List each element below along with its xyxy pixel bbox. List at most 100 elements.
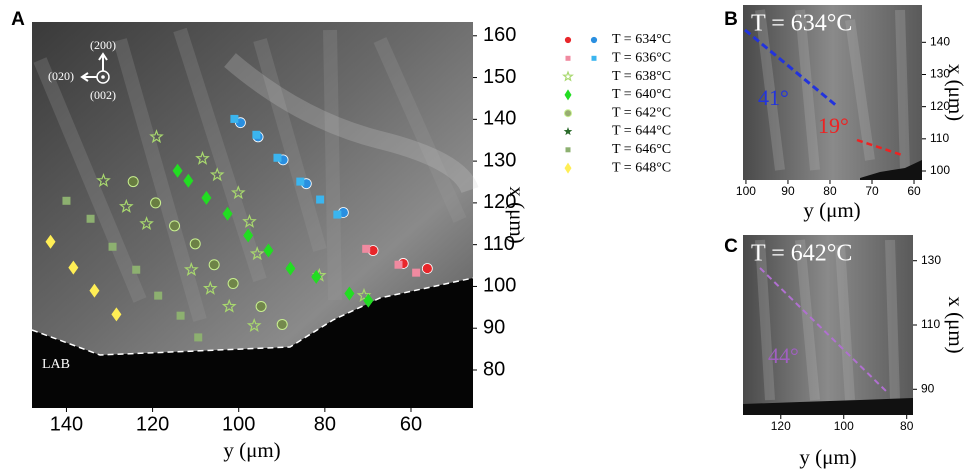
y-tick-label: 110 xyxy=(930,131,949,145)
panel-label: B xyxy=(724,9,738,30)
legend-label: T = 648°C xyxy=(612,160,671,175)
y-tick-label: 150 xyxy=(483,66,516,88)
x-axis-label: y (μm) xyxy=(223,438,280,462)
angle-label: 19° xyxy=(818,113,849,138)
point xyxy=(194,333,203,342)
x-tick-label: 60 xyxy=(907,184,921,198)
point xyxy=(316,195,325,204)
point xyxy=(311,269,322,284)
y-tick-label: 160 xyxy=(483,24,516,46)
x-tick-label: 100 xyxy=(834,419,854,433)
point xyxy=(242,214,257,228)
point xyxy=(45,234,56,249)
point xyxy=(296,177,305,186)
point xyxy=(221,298,237,313)
point xyxy=(86,214,95,223)
y-tick-label: 140 xyxy=(930,34,950,48)
point xyxy=(263,243,274,258)
panel-label: A xyxy=(11,9,25,30)
y-tick-label: 90 xyxy=(921,381,935,395)
point xyxy=(183,173,194,188)
point xyxy=(208,259,220,271)
y-tick-label: 130 xyxy=(921,253,941,267)
legend-label: T = 636°C xyxy=(612,51,671,66)
point xyxy=(189,238,201,250)
point xyxy=(172,163,183,178)
point xyxy=(139,216,154,230)
miller-index: (002) xyxy=(90,88,116,102)
legend-marker xyxy=(590,36,598,44)
legend-label: T = 638°C xyxy=(612,69,671,84)
legend-marker xyxy=(565,147,571,153)
point xyxy=(362,244,371,253)
point xyxy=(132,265,141,274)
point xyxy=(243,228,254,243)
point xyxy=(62,196,71,205)
point xyxy=(222,206,233,221)
legend-marker xyxy=(562,70,574,82)
x-tick-label: 120 xyxy=(771,419,791,433)
point xyxy=(195,150,210,165)
point xyxy=(344,286,355,301)
y-tick-label: 110 xyxy=(921,317,940,331)
y-tick-label: 100 xyxy=(930,163,950,177)
angle-label: 44° xyxy=(768,343,799,368)
point xyxy=(108,242,117,251)
legend-marker xyxy=(564,36,572,44)
y-tick-label: 130 xyxy=(930,67,950,81)
point xyxy=(111,307,122,322)
x-tick-label: 90 xyxy=(781,184,795,198)
point xyxy=(176,311,185,320)
y-tick-label: 130 xyxy=(483,149,516,171)
point xyxy=(285,261,296,276)
legend-marker xyxy=(564,109,572,118)
point xyxy=(273,153,282,162)
miller-index: (200) xyxy=(90,38,116,52)
point xyxy=(89,283,100,298)
y-tick-label: 110 xyxy=(483,233,515,255)
x-tick-label: 70 xyxy=(865,184,879,198)
point xyxy=(118,198,134,213)
y-tick-label: 120 xyxy=(483,191,516,213)
point xyxy=(333,210,342,219)
y-axis-label: x (μm) xyxy=(505,186,529,243)
point xyxy=(68,260,79,275)
micrograph-b xyxy=(743,5,922,180)
point xyxy=(230,185,246,200)
x-tick-label: 140 xyxy=(50,413,83,435)
x-axis-label: y (μm) xyxy=(803,198,860,222)
micrograph-c xyxy=(743,235,913,415)
panel-title: T = 634°C xyxy=(751,11,852,37)
point xyxy=(227,278,239,290)
legend-marker xyxy=(563,127,573,136)
point xyxy=(276,318,288,330)
y-tick-label: 120 xyxy=(930,99,950,113)
point xyxy=(252,130,261,139)
legend-marker xyxy=(565,55,571,61)
point xyxy=(183,261,199,277)
x-axis-label: y (μm) xyxy=(799,445,856,469)
point xyxy=(230,114,239,123)
miller-index: (020) xyxy=(48,69,74,83)
x-tick-label: 80 xyxy=(314,413,336,435)
y-tick-label: 140 xyxy=(483,108,516,130)
legend-marker xyxy=(591,55,597,61)
micrograph-a xyxy=(31,22,479,408)
y-axis-label: x (μm) xyxy=(944,64,966,121)
point xyxy=(169,220,181,232)
point xyxy=(363,293,374,308)
point xyxy=(209,167,225,182)
point xyxy=(249,246,265,261)
point xyxy=(394,260,403,269)
x-tick-label: 100 xyxy=(736,184,756,198)
legend-label: T = 646°C xyxy=(612,142,671,157)
point xyxy=(421,263,433,274)
y-axis-label: x (μm) xyxy=(944,296,966,353)
region-label: LAB xyxy=(42,357,70,372)
point xyxy=(246,317,262,333)
point xyxy=(150,197,162,209)
y-tick-label: 100 xyxy=(483,275,516,297)
point xyxy=(255,300,267,312)
panel-title: T = 642°C xyxy=(751,241,852,267)
